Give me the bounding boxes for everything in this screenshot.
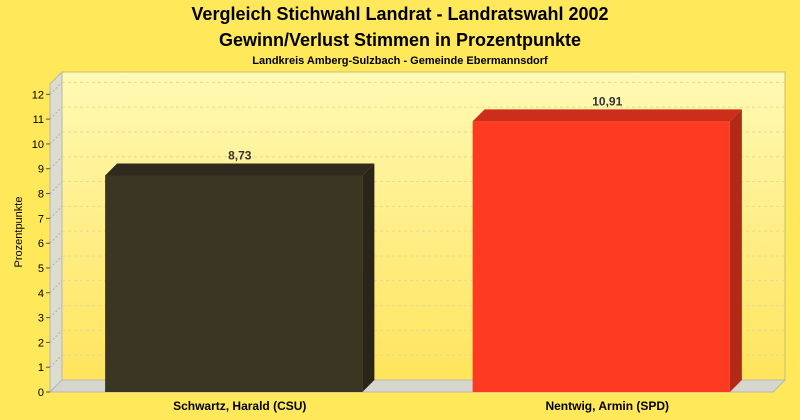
y-tick-label: 12 <box>32 89 44 101</box>
grid-line-depth <box>49 131 63 145</box>
y-tick-label: 7 <box>38 213 44 225</box>
grid-line-depth <box>49 181 63 194</box>
y-tick-label: 9 <box>38 164 44 176</box>
x-tick-label: Nentwig, Armin (SPD) <box>545 399 669 413</box>
y-tick-label: 3 <box>38 313 44 325</box>
chart-subsubtitle: Landkreis Amberg-Sulzbach - Gemeinde Ebe… <box>252 55 548 67</box>
bar <box>105 175 363 392</box>
bar-group: 10,91 <box>472 94 742 392</box>
bar <box>472 121 730 392</box>
bar-side <box>729 109 742 392</box>
y-tick-label: 10 <box>32 139 44 151</box>
grid-line-depth <box>49 354 63 368</box>
y-tick-label: 11 <box>33 114 44 126</box>
y-tick-label: 2 <box>38 337 44 349</box>
bars: 8,73 10,91 <box>105 94 742 392</box>
y-tick-label: 6 <box>38 238 44 250</box>
grid-line-depth <box>49 106 63 120</box>
y-tick-label: 1 <box>38 362 44 374</box>
bar-top <box>105 163 375 176</box>
bar-group: 8,73 <box>105 148 375 392</box>
chart-title: Vergleich Stichwahl Landrat - Landratswa… <box>191 4 608 24</box>
y-tick-label: 8 <box>38 189 44 201</box>
grid-line-depth <box>49 206 63 219</box>
grid-line-depth <box>49 280 63 294</box>
y-axis-label: Prozentpunkte <box>13 197 25 268</box>
bar-side <box>362 163 375 392</box>
grid-line-depth <box>49 305 63 318</box>
chart-subtitle: Gewinn/Verlust Stimmen in Prozentpunkte <box>219 30 581 50</box>
grid-line-depth <box>49 230 63 244</box>
grid-line-depth <box>49 81 63 95</box>
grid-line-depth <box>49 156 63 170</box>
y-tick-label: 0 <box>38 387 44 399</box>
bar-value-label: 10,91 <box>592 94 622 108</box>
bar-top <box>472 109 742 122</box>
grid-line-depth <box>49 255 63 269</box>
plot-left-wall <box>49 70 63 394</box>
x-axis-ticks: Schwartz, Harald (CSU) Nentwig, Armin (SP… <box>173 399 669 413</box>
y-tick-label: 4 <box>38 288 44 300</box>
x-tick-label: Schwartz, Harald (CSU) <box>173 399 306 413</box>
bar-value-label: 8,73 <box>228 148 252 162</box>
y-tick-label: 5 <box>38 263 44 275</box>
grid-line-depth <box>49 330 63 343</box>
